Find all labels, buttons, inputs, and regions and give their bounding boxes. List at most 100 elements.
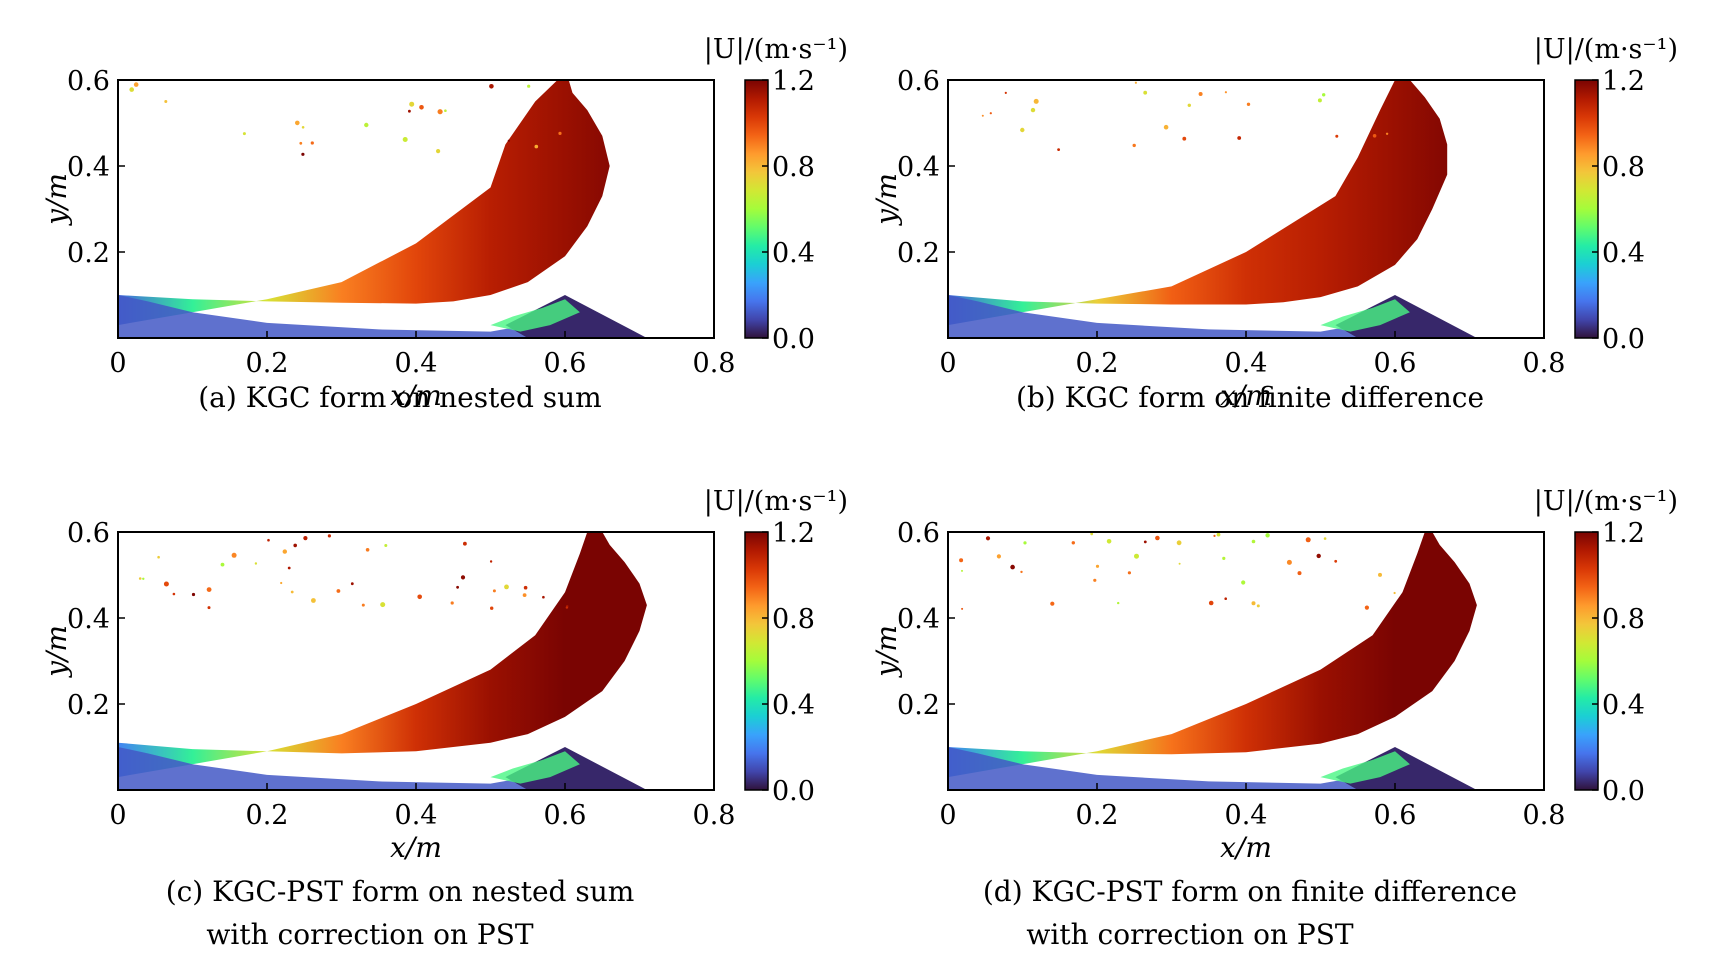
droplet (437, 109, 443, 115)
droplet (361, 603, 365, 607)
x-tick-label: 0.8 (693, 800, 736, 831)
y-tick-label: 0.4 (67, 152, 110, 183)
x-tick-label: 0.8 (1523, 800, 1566, 831)
droplet (138, 577, 142, 580)
droplet (1182, 136, 1187, 141)
droplet (1023, 541, 1027, 545)
droplet (231, 552, 237, 558)
y-axis-label: y/m (870, 173, 903, 227)
droplet (295, 120, 300, 126)
colorbar-tick-label: 0.8 (772, 152, 815, 183)
flow-field (118, 80, 647, 338)
droplet (290, 590, 294, 594)
droplet (1095, 564, 1100, 568)
near-bed-layer (948, 747, 1470, 790)
droplet (1010, 564, 1015, 570)
caption-d-line-2: with correction on PST (1026, 918, 1354, 951)
x-tick-label: 0.4 (1225, 348, 1268, 379)
droplet (450, 601, 454, 605)
y-tick-label: 0.2 (897, 690, 940, 721)
colorbar-tick-label: 1.2 (1602, 518, 1645, 549)
panel-c: 0 0.2 0.4 0.6 0.8 0.2 0.4 0.6 x/m y/m 0.0 0.4 0.8 1.2… (0, 452, 855, 962)
x-tick-label: 0.2 (246, 800, 289, 831)
droplet (961, 607, 964, 610)
droplet (489, 84, 494, 89)
colorbar (744, 531, 769, 791)
droplet (989, 112, 992, 115)
colorbar-tick-label: 0.0 (1602, 776, 1645, 807)
droplet (1093, 578, 1097, 582)
flow-field (948, 532, 1477, 790)
droplet (463, 541, 467, 546)
droplet (985, 536, 991, 541)
droplet (489, 560, 493, 563)
x-tick-label: 0.2 (246, 348, 289, 379)
x-tick-label: 0.4 (395, 348, 438, 379)
droplet (959, 558, 964, 563)
near-bed-layer (118, 295, 640, 338)
droplet (364, 122, 369, 128)
droplet (1317, 98, 1322, 103)
droplet (206, 587, 212, 592)
x-tick-label: 0.6 (544, 800, 587, 831)
droplet (242, 132, 246, 136)
droplet (1241, 580, 1246, 585)
droplet (1323, 537, 1327, 540)
colorbar-tick-label: 0.0 (772, 776, 815, 807)
droplet (1265, 533, 1270, 538)
x-axis-label: x/m (1220, 831, 1272, 864)
droplet (1322, 93, 1326, 97)
panel-a: 0 0.2 0.4 0.6 0.8 0.2 0.4 0.6 x/m y/m 0.0 0.4 0.8 1.2… (0, 0, 855, 455)
droplet (558, 131, 562, 135)
x-tick-label: 0.2 (1076, 800, 1119, 831)
droplet (1256, 604, 1260, 608)
x-tick-label: 0 (939, 800, 956, 831)
droplet (1222, 556, 1226, 560)
droplet (282, 549, 287, 554)
jet-region (118, 80, 610, 338)
colorbar (1574, 531, 1599, 791)
droplet (523, 585, 528, 590)
droplet (1224, 597, 1227, 600)
colorbar (1574, 79, 1599, 339)
droplet (1316, 553, 1321, 559)
colorbar-tick-label: 0.8 (1602, 152, 1645, 183)
colorbar-tick-label: 0.4 (1602, 238, 1645, 269)
y-tick-label: 0.6 (897, 518, 940, 549)
droplet (1246, 102, 1251, 107)
droplet (1163, 124, 1169, 130)
y-axis-label: y/m (40, 173, 73, 227)
droplet (444, 109, 447, 112)
droplet (1393, 591, 1396, 595)
x-tick-label: 0.6 (544, 348, 587, 379)
droplet (1305, 537, 1311, 543)
droplet (384, 544, 388, 547)
droplet (310, 141, 314, 145)
caption-c-line-2: with correction on PST (206, 918, 534, 951)
droplet (507, 139, 511, 142)
droplet (1251, 601, 1256, 606)
caption-b-line-1: (b) KGC form on finite difference (1015, 381, 1485, 414)
droplet (1378, 572, 1382, 577)
colorbar-tick-label: 0.0 (1602, 324, 1645, 355)
droplet (1213, 534, 1216, 537)
droplet (1057, 148, 1060, 152)
droplet (1143, 90, 1148, 95)
droplet (380, 602, 386, 608)
colorbar-tick-label: 1.2 (1602, 66, 1645, 97)
x-tick-label: 0.2 (1076, 348, 1119, 379)
droplet (1132, 143, 1136, 148)
droplet (365, 548, 370, 552)
caption-b: (b) KGC form on finite difference (870, 376, 1630, 419)
droplet (1178, 562, 1181, 565)
ramp-region (505, 747, 647, 790)
droplet (460, 575, 466, 580)
droplet (327, 534, 331, 538)
droplet (542, 595, 545, 599)
droplet (1372, 134, 1377, 138)
colorbar-tick-label: 1.2 (772, 66, 815, 97)
colorbar-tick-label: 0.4 (772, 690, 815, 721)
droplet (1050, 601, 1055, 606)
vortex-region (1320, 751, 1410, 784)
droplet (207, 606, 211, 610)
